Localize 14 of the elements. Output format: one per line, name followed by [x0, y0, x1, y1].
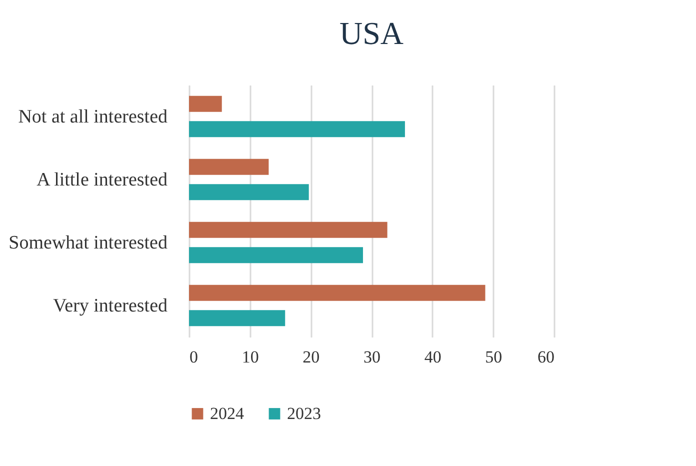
x-tick-label: 60: [538, 348, 554, 366]
y-tick-label: Somewhat interested: [8, 232, 168, 254]
y-tick-label: A little interested: [36, 170, 168, 190]
x-tick-label: 10: [242, 348, 259, 366]
x-tick-label: 50: [485, 348, 502, 366]
legend-label: 2024: [210, 404, 244, 423]
legend-label: 2023: [287, 404, 321, 423]
x-tick-label: 30: [364, 348, 380, 366]
x-tick-label: 0: [190, 348, 198, 366]
y-tick-label: Not at all interested: [18, 106, 168, 128]
x-tick-label: 40: [424, 348, 442, 366]
chart-title: USA: [339, 15, 404, 51]
y-tick-label: Very interested: [53, 296, 168, 316]
x-tick-label: 20: [302, 348, 320, 366]
